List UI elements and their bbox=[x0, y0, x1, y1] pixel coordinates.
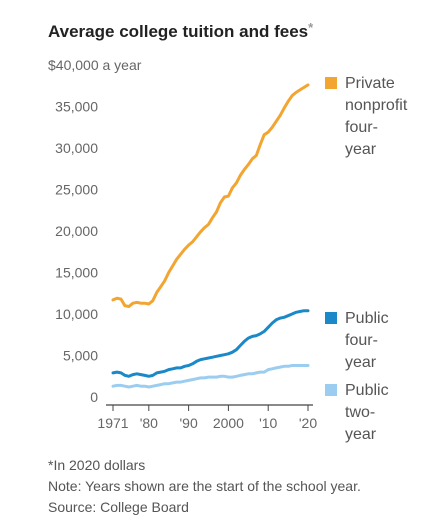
y-tick-label: 30,000 bbox=[55, 140, 98, 156]
legend-swatch-2 bbox=[325, 384, 337, 396]
title-footnote-marker: * bbox=[308, 20, 314, 35]
y-tick-label: 5,000 bbox=[63, 348, 98, 364]
legend-label-0: nonprofit bbox=[345, 97, 408, 114]
legend-label-2: Public bbox=[345, 382, 389, 399]
legend-label-0: year bbox=[345, 141, 377, 158]
footnote-text: *In 2020 dollars bbox=[48, 457, 145, 473]
legend-label-1: four- bbox=[345, 332, 378, 349]
legend-label-2: year bbox=[345, 426, 377, 443]
legend-swatch-1 bbox=[325, 312, 337, 324]
x-tick-label: '10 bbox=[259, 415, 277, 431]
y-tick-label: $40,000 a year bbox=[48, 57, 142, 73]
y-tick-label: 10,000 bbox=[55, 306, 98, 322]
y-tick-label: 15,000 bbox=[55, 265, 98, 281]
legend: Private nonprofit four-year Public four-year… bbox=[325, 75, 408, 443]
series-line-2 bbox=[111, 364, 310, 389]
y-tick-label: 25,000 bbox=[55, 182, 98, 198]
y-axis-ticks: 0 5,000 10,000 15,000 20,000 25,000 30,000 35,0… bbox=[48, 57, 142, 405]
series-lines bbox=[111, 83, 310, 389]
y-unit-label: a year bbox=[99, 57, 142, 73]
series-line-0 bbox=[111, 83, 310, 308]
x-axis-ticks: 1971 '80 '90 2000 '10 '20 bbox=[97, 405, 317, 431]
series-line-1 bbox=[111, 309, 310, 378]
y-tick-label: 20,000 bbox=[55, 223, 98, 239]
legend-swatch-0 bbox=[325, 77, 337, 89]
x-tick-label: '80 bbox=[140, 415, 158, 431]
legend-label-1: Public bbox=[345, 310, 389, 327]
legend-label-0: Private bbox=[345, 75, 395, 92]
x-tick-label: '20 bbox=[299, 415, 317, 431]
legend-label-0: four- bbox=[345, 119, 378, 136]
note-text: Note: Years shown are the start of the s… bbox=[48, 478, 361, 494]
legend-label-2: two- bbox=[345, 404, 375, 421]
y-tick-label: 0 bbox=[90, 389, 98, 405]
y-tick-label: 35,000 bbox=[55, 99, 98, 115]
x-tick-label: '90 bbox=[179, 415, 197, 431]
chart-title: Average college tuition and fees* bbox=[48, 20, 314, 41]
x-tick-label: 1971 bbox=[97, 415, 128, 431]
legend-label-1: year bbox=[345, 354, 377, 371]
source-text: Source: College Board bbox=[48, 499, 189, 515]
x-tick-label: 2000 bbox=[213, 415, 244, 431]
